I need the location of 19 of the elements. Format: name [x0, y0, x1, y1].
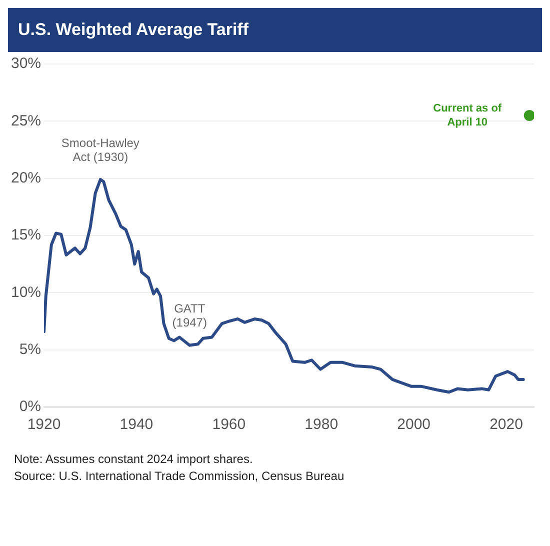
x-tick-label: 1940	[120, 416, 154, 434]
x-tick-label: 2000	[397, 416, 431, 434]
x-tick-label: 2020	[490, 416, 523, 434]
y-tick-label: 20%	[10, 169, 42, 186]
y-tick-label: 5%	[19, 340, 42, 358]
x-tick-label: 1920	[27, 416, 61, 434]
text: Note: Assumes constant 2024 import shares.	[14, 451, 254, 468]
source-note: Source: U.S. International Trade Commission, Census Bureau	[14, 468, 346, 485]
annotation: GATT (1947)	[172, 302, 207, 330]
text: Current as of April 10	[433, 102, 502, 128]
y-tick-label: 0%	[19, 398, 42, 416]
annotation: Smoot-Hawley Act (1930)	[61, 136, 140, 164]
x-tick-label: 1960	[212, 416, 246, 434]
y-tick-label: 30%	[10, 55, 42, 72]
x-tick-label: 1980	[304, 416, 338, 434]
y-tick-label: 10%	[10, 284, 42, 301]
chart-title: U.S. Weighted Average Tariff	[8, 8, 542, 52]
y-tick-label: 25%	[10, 112, 42, 130]
y-tick-label: 15%	[10, 226, 42, 244]
